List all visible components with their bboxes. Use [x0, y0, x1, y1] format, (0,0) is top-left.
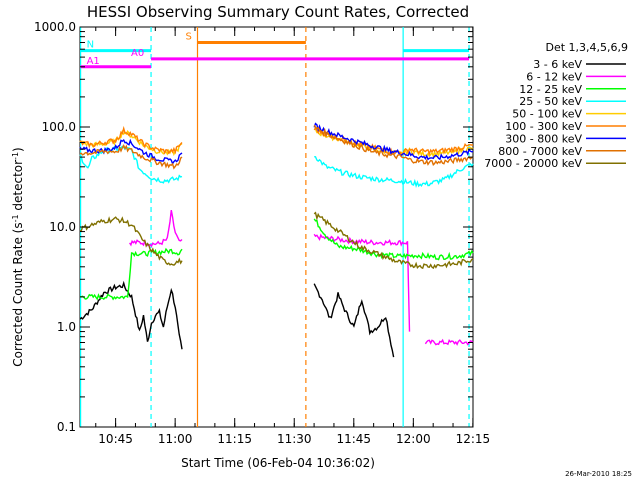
legend-label: 300 - 800 keV	[505, 132, 582, 145]
series-line	[313, 211, 474, 270]
y-axis-label: Corrected Count Rate (s-1 detector-1)	[11, 147, 25, 366]
legend-label: 12 - 25 keV	[519, 83, 582, 96]
series-line	[79, 216, 183, 266]
chart-title: HESSI Observing Summary Count Rates, Cor…	[87, 3, 469, 21]
x-tick-label: 11:30	[277, 432, 312, 446]
series-line	[313, 233, 411, 332]
series-line	[313, 122, 474, 161]
series-line	[80, 247, 183, 301]
x-tick-label: 12:15	[456, 432, 491, 446]
series-1	[129, 209, 474, 346]
series-line	[424, 338, 474, 346]
y-axis-ticks: 0.1 1.0 10.0 100.0 1000.0	[34, 20, 473, 434]
series-line	[314, 156, 474, 188]
x-axis-label: Start Time (06-Feb-04 10:36:02)	[181, 456, 375, 470]
series-line	[79, 143, 183, 170]
series-line	[313, 218, 474, 261]
legend-label: 100 - 300 keV	[505, 120, 582, 133]
y-tick-label: 0.1	[57, 420, 76, 434]
y-tick-label: 1.0	[57, 320, 76, 334]
series-line	[79, 280, 183, 350]
legend-label: 3 - 6 keV	[533, 58, 582, 71]
series-line	[129, 209, 183, 248]
x-tick-label: 12:00	[396, 432, 431, 446]
x-tick-label: 11:00	[158, 432, 193, 446]
series-line	[313, 124, 474, 166]
series-7	[79, 124, 474, 170]
series-2	[80, 218, 474, 301]
x-tick-label: 11:45	[336, 432, 371, 446]
x-axis-ticks: 10:45 11:00 11:15 11:30 11:45 12:00 12:15	[95, 27, 491, 446]
y-tick-label: 100.0	[42, 120, 76, 134]
series-line	[313, 283, 395, 358]
y-tick-label: 1000.0	[34, 20, 76, 34]
x-tick-label: 11:15	[217, 432, 252, 446]
y-tick-label: 10.0	[49, 220, 76, 234]
series-8	[79, 211, 474, 270]
date-stamp: 26-Mar-2010 18:25	[565, 470, 632, 478]
series-group	[79, 122, 474, 358]
series-0	[79, 280, 395, 358]
flag-bars: N S A0 A1	[80, 31, 470, 69]
flag-label-a1: A1	[87, 56, 100, 67]
series-line	[79, 125, 183, 155]
legend-title: Det 1,3,4,5,6,9	[545, 41, 628, 54]
flag-label-n: N	[87, 40, 94, 51]
legend-label: 25 - 50 keV	[519, 95, 582, 108]
flag-label-a0: A0	[131, 48, 144, 59]
x-tick-label: 10:45	[98, 432, 133, 446]
legend-label: 800 - 7000 keV	[498, 145, 582, 158]
legend-label: 6 - 12 keV	[526, 70, 582, 83]
legend-label: 7000 - 20000 keV	[484, 157, 582, 170]
legend-label: 50 - 100 keV	[512, 108, 582, 121]
flag-label-s: S	[186, 31, 192, 42]
